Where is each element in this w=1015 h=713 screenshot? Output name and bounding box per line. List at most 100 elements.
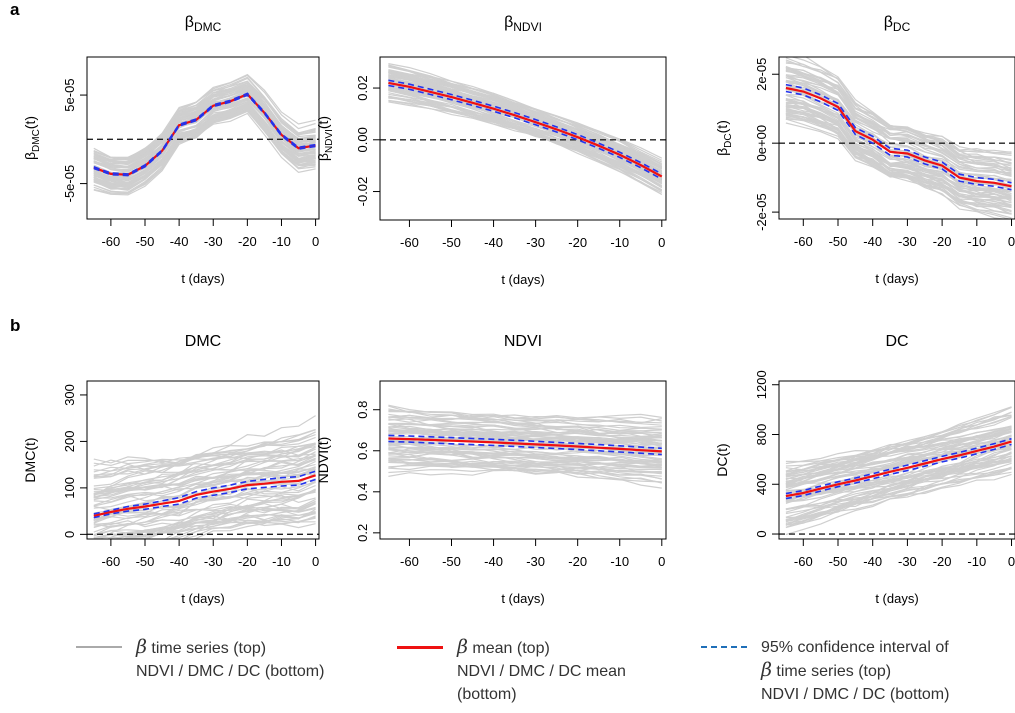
- gray-series-line: [785, 80, 1012, 204]
- gray-series-line: [93, 103, 316, 189]
- gray-series-line: [388, 456, 662, 463]
- x-axis-label: t (days): [875, 591, 918, 606]
- x-tick-label: -30: [204, 234, 223, 249]
- plot-frame: [379, 380, 667, 540]
- chart-title: DC: [885, 333, 908, 350]
- y-axis-label: βNDVI(t): [315, 116, 335, 161]
- chart-4: -60 -50 -40 -30 -20 -10 0 t (days) 0.2 0.4 0.6 0.8 N…: [315, 333, 667, 606]
- y-tick-label: 0e+00: [754, 125, 769, 162]
- x-tick-label: -10: [967, 554, 986, 569]
- y-tick-label: 300: [62, 384, 77, 406]
- gray-series-line: [388, 459, 662, 480]
- plot-frame: [778, 380, 1015, 540]
- ci-lower-line: [93, 94, 316, 177]
- gray-series-line: [388, 449, 662, 459]
- x-tick-label: -50: [136, 234, 155, 249]
- x-tick-label: -20: [238, 554, 257, 569]
- gray-series-line: [388, 411, 662, 439]
- gray-series-line: [785, 445, 1012, 522]
- x-tick-label: 0: [658, 235, 665, 250]
- y-tick-label: 800: [754, 424, 769, 446]
- gray-series-line: [785, 462, 1012, 515]
- ci-lower-line: [785, 90, 1012, 191]
- gray-series-line: [388, 451, 662, 489]
- gray-series-line: [164, 488, 316, 539]
- x-tick-label: -30: [898, 234, 917, 249]
- ci-upper-line: [388, 79, 663, 175]
- x-tick-label: -30: [526, 554, 545, 569]
- y-tick-label: 2e-05: [754, 58, 769, 91]
- gray-series-line: [192, 512, 316, 539]
- x-tick-label: -50: [442, 554, 461, 569]
- gray-series-line: [388, 443, 662, 475]
- x-tick-label: -30: [526, 235, 545, 250]
- panel-label-a: a: [10, 0, 20, 19]
- plot-area-5: [779, 406, 1015, 536]
- legend-line-gray-1: time series (top): [146, 640, 267, 657]
- legend-line-red-2: NDVI / DMC / DC mean: [457, 663, 626, 680]
- legend-line-blue-3: NDVI / DMC / DC (bottom): [761, 686, 950, 703]
- gray-series-line: [785, 80, 1012, 201]
- plot-frame: [86, 56, 320, 220]
- legend-line-gray-2: NDVI / DMC / DC (bottom): [136, 663, 325, 680]
- ci-upper-line: [785, 437, 1012, 495]
- legend-line-red-3: (bottom): [457, 686, 517, 703]
- gray-series-line: [785, 118, 1012, 200]
- x-axis-label: t (days): [875, 271, 918, 286]
- gray-series-line: [93, 415, 316, 490]
- chart-title: DMC: [185, 333, 221, 350]
- plot-frame: [86, 380, 320, 540]
- gray-series-line: [93, 453, 316, 464]
- x-tick-label: -10: [610, 235, 629, 250]
- x-tick-label: -20: [568, 235, 587, 250]
- gray-series-line: [785, 457, 1012, 497]
- gray-series-line: [785, 445, 1012, 485]
- plot-area-3: [87, 415, 319, 539]
- legend-line-red-1: mean (top): [467, 640, 550, 657]
- y-axis-label: DMC(t): [22, 437, 38, 482]
- x-tick-label: -60: [400, 235, 419, 250]
- plot-area-2: [779, 57, 1015, 219]
- chart-0: -60 -50 -40 -30 -20 -10 0 t (days) -5e-05 5e-05 βD…: [22, 14, 320, 286]
- x-tick-label: -20: [933, 234, 952, 249]
- ci-lower-line: [388, 84, 663, 180]
- gray-series-line: [388, 448, 662, 456]
- gray-series-line: [785, 473, 1012, 519]
- x-tick-label: -60: [101, 554, 120, 569]
- gray-series-line: [180, 511, 316, 539]
- ci-upper-line: [93, 92, 316, 175]
- legend-text-gray: β time series (top) NDVI / DMC / DC (bot…: [136, 636, 324, 683]
- plot-area-1: [380, 63, 666, 196]
- gray-series-line: [93, 444, 316, 497]
- legend-text-blue: 95% confidence interval of β time series…: [761, 636, 949, 706]
- gray-series-line: [785, 434, 1012, 471]
- gray-series-line: [93, 80, 316, 159]
- gray-series-line: [93, 506, 316, 539]
- x-tick-label: -40: [170, 554, 189, 569]
- legend-swatch-red: [397, 646, 443, 649]
- gray-series-line: [93, 466, 316, 476]
- y-tick-label: 0.6: [355, 442, 370, 460]
- ci-upper-line: [93, 470, 316, 515]
- x-tick-label: -50: [829, 554, 848, 569]
- mean-line: [388, 437, 662, 453]
- gray-series-line: [93, 109, 316, 186]
- gray-series-line: [785, 62, 1012, 170]
- y-tick-label: 1200: [754, 370, 769, 399]
- mean-line: [785, 440, 1012, 498]
- x-axis-label: t (days): [181, 271, 224, 286]
- gray-series-line: [93, 108, 316, 193]
- gray-series-line: [93, 494, 316, 511]
- gray-series-line: [166, 502, 316, 539]
- gray-series-line: [164, 511, 316, 539]
- panel-label-b: b: [10, 316, 21, 335]
- gray-series-line: [93, 455, 316, 507]
- x-tick-label: -20: [238, 234, 257, 249]
- gray-series-line: [388, 96, 663, 184]
- gray-series-line: [93, 455, 316, 501]
- x-tick-label: -50: [829, 234, 848, 249]
- x-tick-label: 0: [1008, 234, 1015, 249]
- x-tick-label: -10: [272, 554, 291, 569]
- plot-area-4: [388, 404, 662, 489]
- x-tick-label: -40: [170, 234, 189, 249]
